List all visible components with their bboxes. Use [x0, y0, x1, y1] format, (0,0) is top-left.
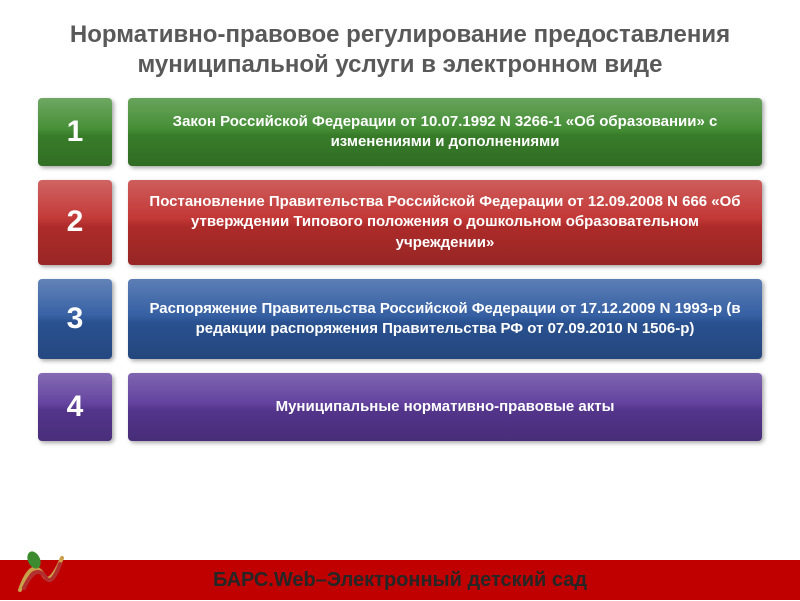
row-content: Распоряжение Правительства Российской Фе… [128, 279, 762, 359]
law-row-1: 1Закон Российской Федерации от 10.07.199… [38, 98, 762, 166]
row-content: Муниципальные нормативно-правовые акты [128, 373, 762, 441]
law-row-4: 4Муниципальные нормативно-правовые акты [38, 373, 762, 441]
row-number: 3 [38, 279, 112, 359]
footer: БАРС.Web–Электронный детский сад [0, 544, 800, 600]
law-row-2: 2Постановление Правительства Российской … [38, 180, 762, 265]
footer-bar: БАРС.Web–Электронный детский сад [0, 560, 800, 600]
law-rows: 1Закон Российской Федерации от 10.07.199… [30, 98, 770, 441]
footer-text: БАРС.Web–Электронный детский сад [213, 569, 587, 592]
row-number: 2 [38, 180, 112, 265]
slide: Нормативно-правовое регулирование предос… [0, 0, 800, 600]
row-number: 4 [38, 373, 112, 441]
row-content: Постановление Правительства Российской Ф… [128, 180, 762, 265]
logo-icon [14, 546, 70, 596]
row-number: 1 [38, 98, 112, 166]
law-row-3: 3Распоряжение Правительства Российской Ф… [38, 279, 762, 359]
row-content: Закон Российской Федерации от 10.07.1992… [128, 98, 762, 166]
slide-title: Нормативно-правовое регулирование предос… [30, 20, 770, 80]
